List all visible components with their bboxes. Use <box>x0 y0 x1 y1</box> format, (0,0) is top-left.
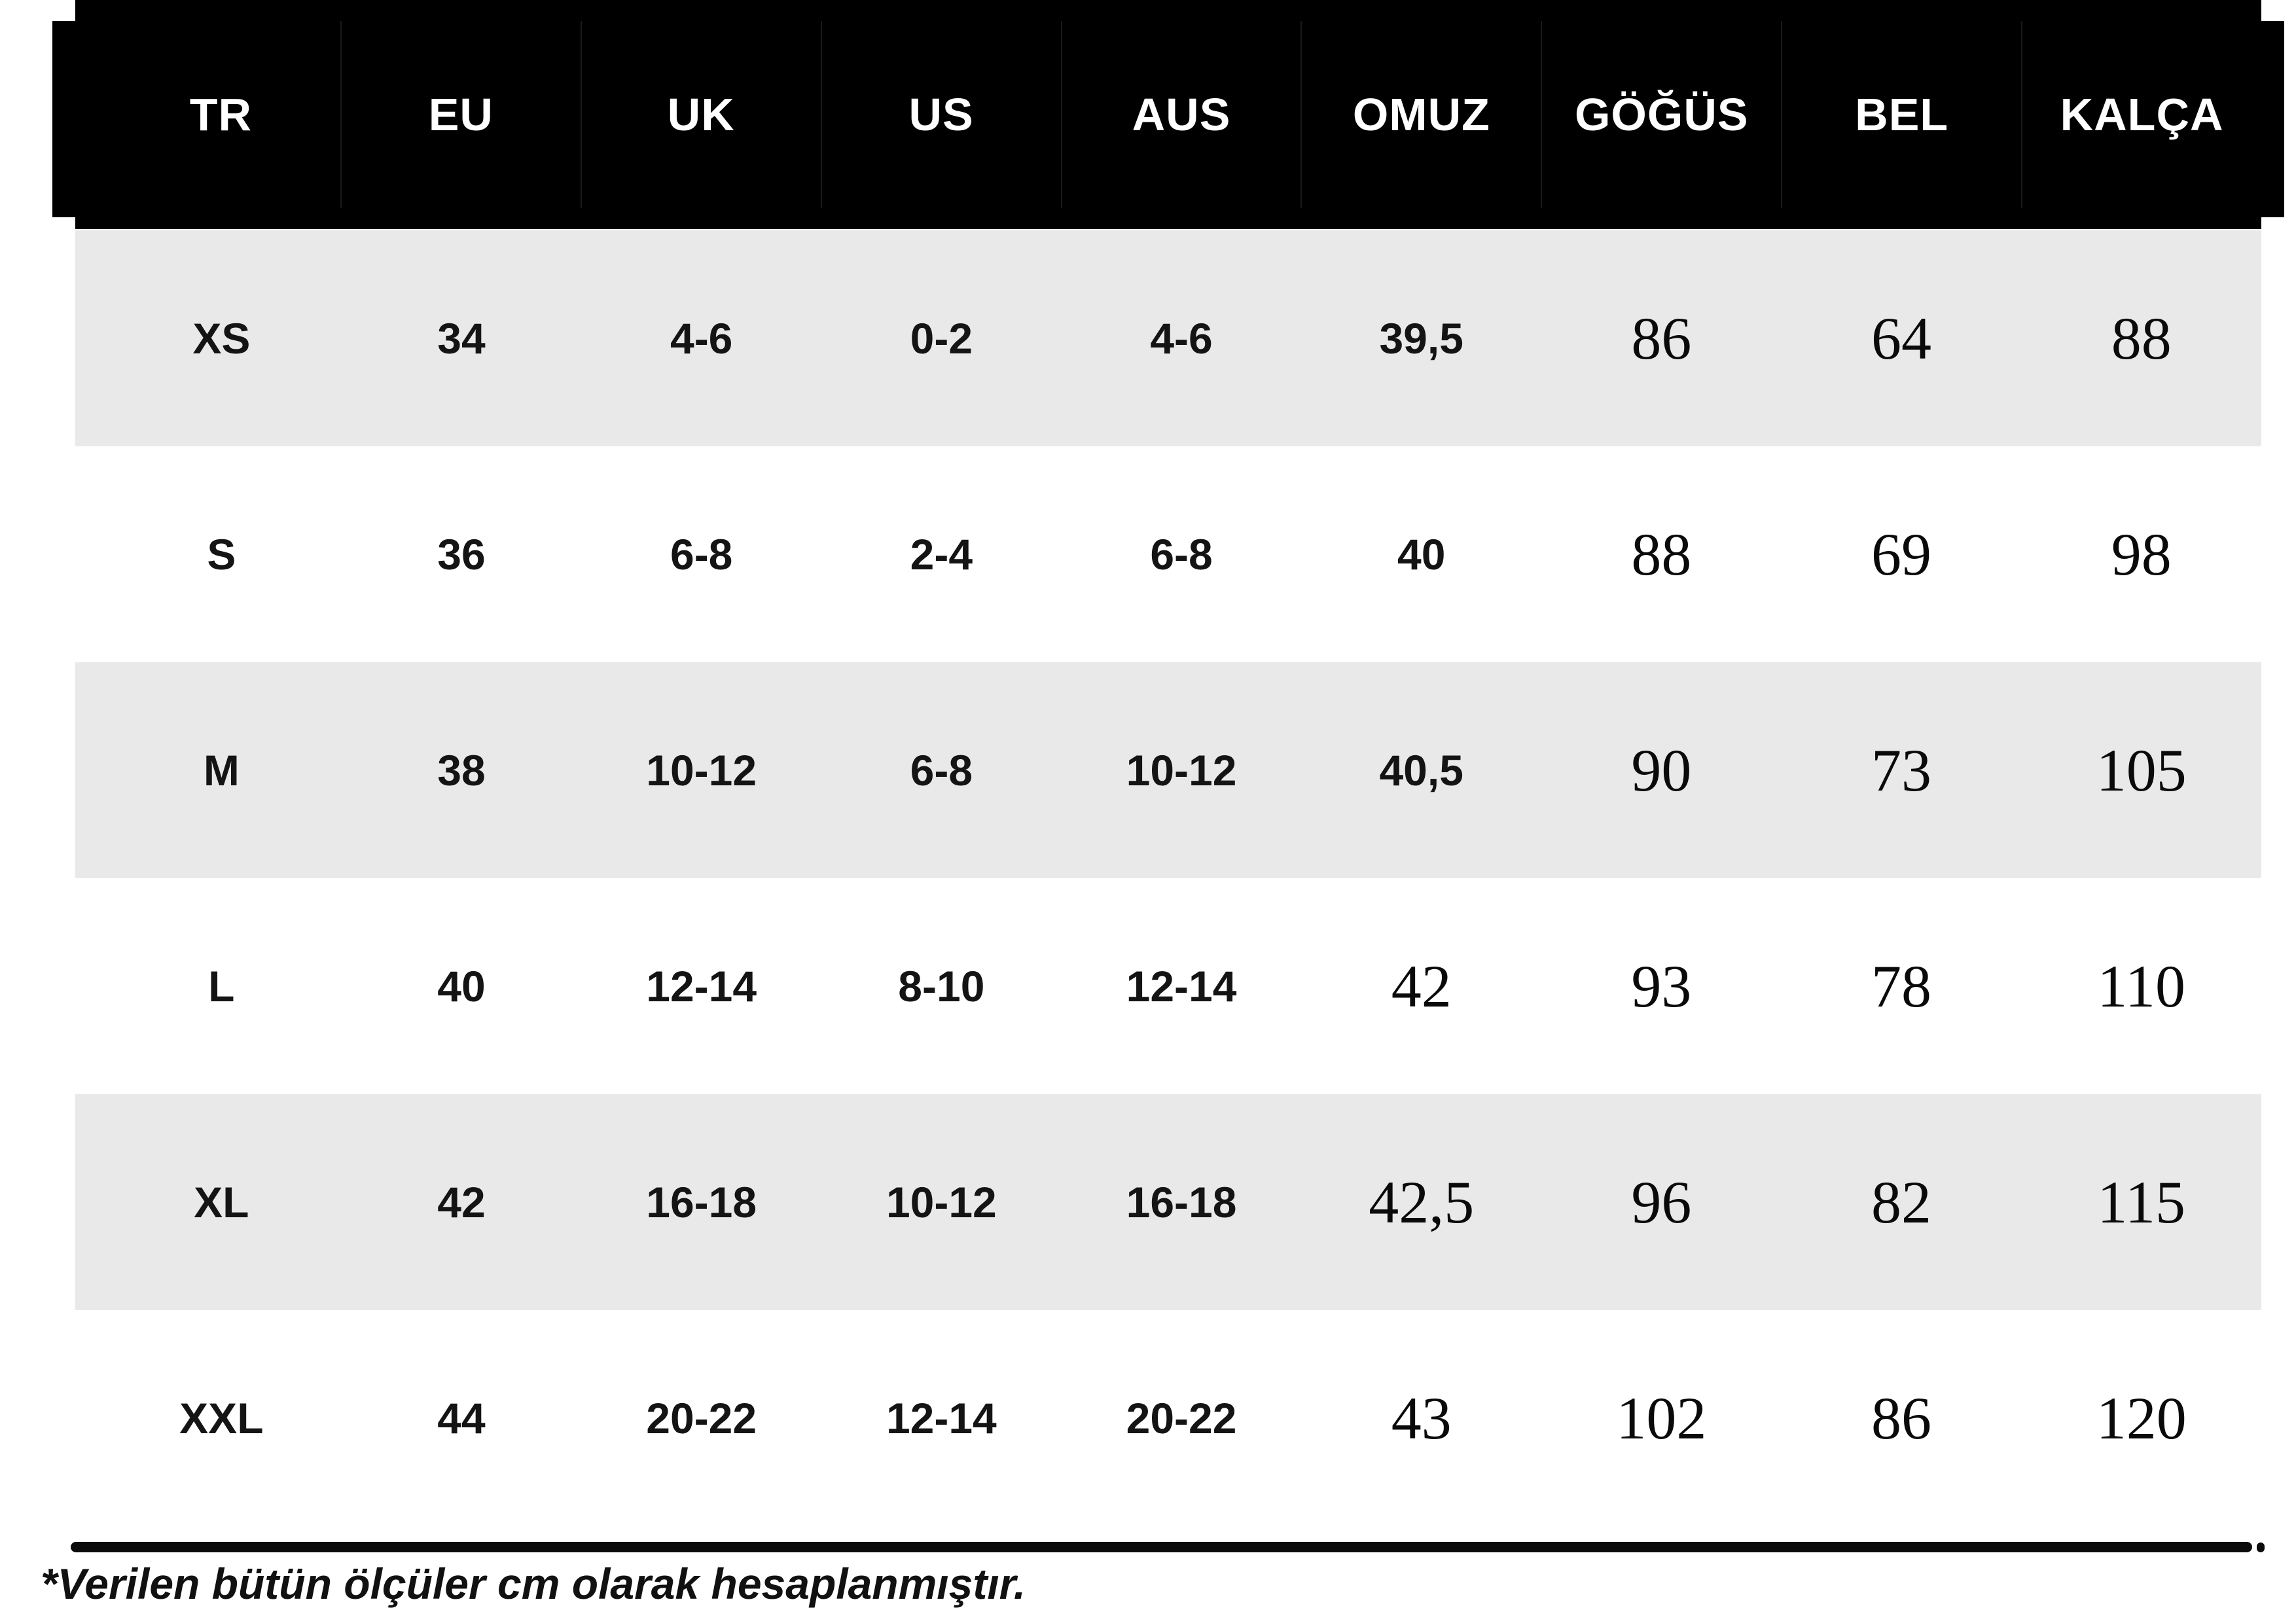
cell-s-aus: 6-8 <box>1150 530 1213 579</box>
cell-s-bel: 69 <box>1871 521 1932 588</box>
cell-xs-eu: 34 <box>437 314 486 363</box>
cell-xl-us: 10-12 <box>886 1178 997 1226</box>
cell-m-gogus: 90 <box>1631 737 1692 804</box>
cell-m-uk: 10-12 <box>646 746 757 794</box>
cell-l-us: 8-10 <box>898 962 985 1010</box>
cell-m-tr: M <box>203 746 240 794</box>
column-header-kalca: KALÇA <box>2021 21 2261 208</box>
table-row-xs: XS 34 4-6 0-2 4-6 39,5 86 64 88 <box>75 230 2261 446</box>
cell-s-eu: 36 <box>437 530 486 579</box>
cell-xs-bel: 64 <box>1871 305 1932 372</box>
cell-xxl-gogus: 102 <box>1616 1385 1707 1452</box>
table-row-m: M 38 10-12 6-8 10-12 40,5 90 73 105 <box>75 662 2261 878</box>
cell-l-aus: 12-14 <box>1126 962 1237 1010</box>
table-row-xxl: XXL 44 20-22 12-14 20-22 43 102 86 120 <box>75 1310 2261 1526</box>
cell-xl-uk: 16-18 <box>646 1178 757 1226</box>
column-header-bel: BEL <box>1781 21 2021 208</box>
cell-l-bel: 78 <box>1871 953 1932 1020</box>
cell-s-uk: 6-8 <box>670 530 733 579</box>
column-header-tr: TR <box>189 89 253 140</box>
cell-l-gogus: 93 <box>1631 953 1692 1020</box>
cell-s-tr: S <box>207 530 236 579</box>
cell-m-omuz: 40,5 <box>1379 746 1463 794</box>
cell-m-eu: 38 <box>437 746 486 794</box>
cell-l-eu: 40 <box>437 962 486 1010</box>
column-header-aus: AUS <box>1060 21 1301 208</box>
cell-m-bel: 73 <box>1871 737 1932 804</box>
column-header-us: US <box>820 21 1061 208</box>
cell-xxl-tr: XXL <box>179 1394 264 1442</box>
column-header-gogus: GÖĞÜS <box>1541 21 1781 208</box>
cell-xxl-omuz: 43 <box>1391 1385 1452 1452</box>
cell-l-omuz: 42 <box>1391 953 1452 1020</box>
cell-xs-omuz: 39,5 <box>1379 314 1463 363</box>
column-header-omuz: OMUZ <box>1300 21 1541 208</box>
cell-s-us: 2-4 <box>910 530 973 579</box>
table-row-s: S 36 6-8 2-4 6-8 40 88 69 98 <box>75 446 2261 662</box>
cell-xs-gogus: 86 <box>1631 305 1692 372</box>
cell-xl-bel: 82 <box>1871 1169 1932 1236</box>
cell-xl-gogus: 96 <box>1631 1169 1692 1236</box>
cell-l-uk: 12-14 <box>646 962 757 1010</box>
footer-divider-dot <box>2257 1543 2265 1552</box>
cell-s-kalca: 98 <box>2111 521 2172 588</box>
cell-m-kalca: 105 <box>2096 737 2187 804</box>
cell-l-kalca: 110 <box>2097 953 2185 1020</box>
cell-xxl-us: 12-14 <box>886 1394 997 1442</box>
cell-xxl-bel: 86 <box>1871 1385 1932 1452</box>
cell-xs-kalca: 88 <box>2111 305 2172 372</box>
cell-xs-us: 0-2 <box>910 314 973 363</box>
table-row-xl: XL 42 16-18 10-12 16-18 42,5 96 82 115 <box>75 1094 2261 1310</box>
cell-xl-aus: 16-18 <box>1126 1178 1237 1226</box>
cell-xl-tr: XL <box>194 1178 249 1226</box>
column-header-eu: EU <box>340 21 581 208</box>
table-row-l: L 40 12-14 8-10 12-14 42 93 78 110 <box>75 878 2261 1094</box>
cell-m-us: 6-8 <box>910 746 973 794</box>
cell-xs-aus: 4-6 <box>1150 314 1213 363</box>
cell-xl-kalca: 115 <box>2097 1169 2185 1236</box>
cell-xs-uk: 4-6 <box>670 314 733 363</box>
cell-xxl-aus: 20-22 <box>1126 1394 1237 1442</box>
cell-xl-omuz: 42,5 <box>1369 1169 1475 1236</box>
cell-m-aus: 10-12 <box>1126 746 1237 794</box>
cell-xxl-kalca: 120 <box>2096 1385 2187 1452</box>
footer-divider-line <box>71 1542 2252 1552</box>
cell-xxl-uk: 20-22 <box>646 1394 757 1442</box>
column-header-uk: UK <box>580 21 821 208</box>
cell-s-gogus: 88 <box>1631 521 1692 588</box>
footnote-text: *Verilen bütün ölçüler cm olarak hesapla… <box>41 1560 1026 1608</box>
cell-xs-tr: XS <box>192 314 251 363</box>
cell-xl-eu: 42 <box>437 1178 486 1226</box>
table-body: XS 34 4-6 0-2 4-6 39,5 86 64 88 S 36 6-8… <box>75 230 2261 1526</box>
cell-xxl-eu: 44 <box>437 1394 486 1442</box>
cell-s-omuz: 40 <box>1397 530 1446 579</box>
table-header-row: TR EU UK US AUS OMUZ GÖĞÜS BEL KALÇA <box>75 0 2261 229</box>
cell-l-tr: L <box>208 962 235 1010</box>
